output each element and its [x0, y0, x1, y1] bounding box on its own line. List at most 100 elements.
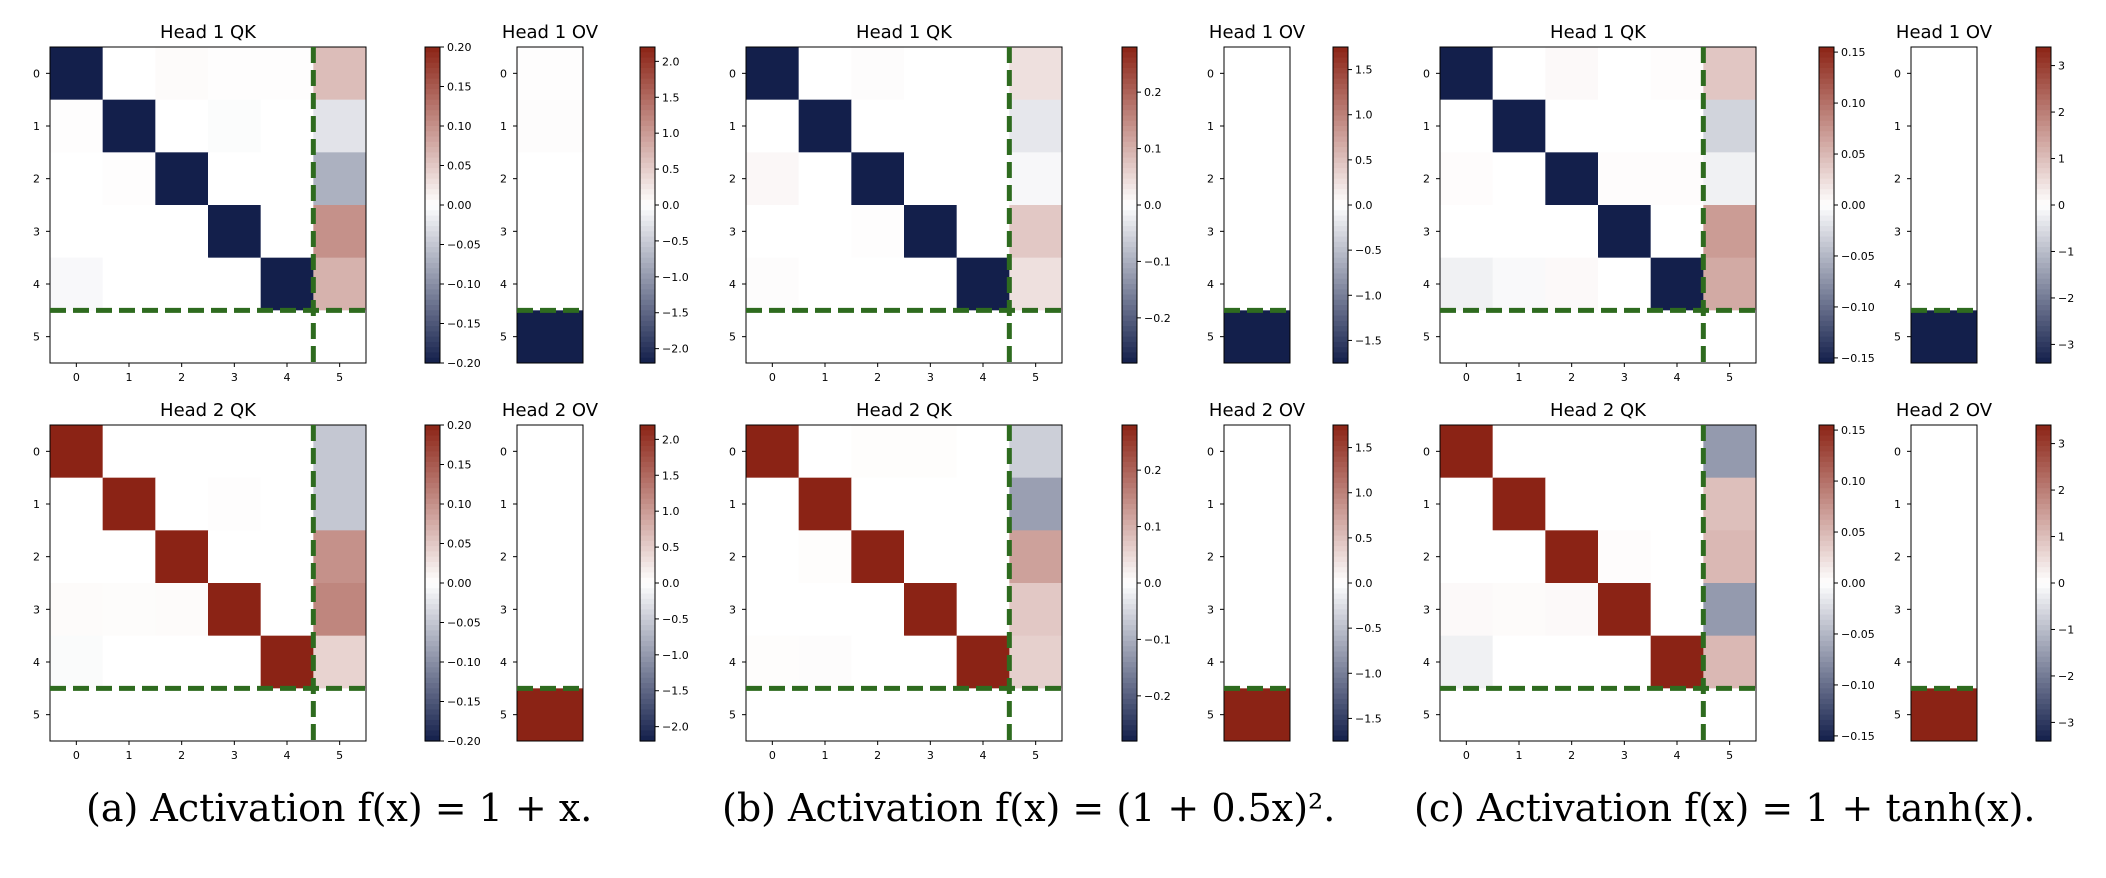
colorbar-segment: [1333, 509, 1348, 516]
heatmap-cell: [155, 635, 209, 689]
heatmap-cell: [904, 99, 958, 153]
colorbar-segment: [1333, 284, 1348, 290]
colorbar-segment: [1819, 698, 1834, 705]
colorbar-segment: [2036, 719, 2051, 726]
colorbar-segment: [640, 440, 655, 447]
colorbar-segment: [640, 614, 655, 621]
colorbar-segment: [1122, 672, 1137, 679]
colorbar-segment: [1333, 252, 1348, 259]
colorbar-segment: [425, 440, 440, 447]
colorbar-segment: [1122, 47, 1137, 53]
colorbar-segment: [1122, 247, 1137, 253]
colorbar-segment: [640, 540, 655, 547]
colorbar-segment: [425, 514, 440, 521]
colorbar-segment: [425, 178, 440, 185]
colorbar-segment: [1819, 482, 1834, 489]
x-tick-label: 3: [1621, 371, 1628, 384]
colorbar-segment: [1333, 257, 1348, 264]
colorbar-segment: [640, 262, 655, 269]
colorbar-segment: [2036, 78, 2051, 85]
heatmap-cell: [1224, 257, 1291, 311]
heatmap-cell: [1492, 583, 1546, 637]
colorbar-segment: [640, 577, 655, 584]
colorbar-segment: [2036, 577, 2051, 584]
heatmap-cell: [50, 425, 104, 479]
heatmap-cell: [1911, 310, 1978, 364]
heatmap-cell: [155, 425, 209, 479]
colorbar-segment: [1333, 226, 1348, 232]
colorbar-tick-label: 0.2: [1144, 86, 1162, 99]
colorbar-segment: [1333, 210, 1348, 217]
colorbar-segment: [425, 488, 440, 495]
colorbar-segment: [2036, 493, 2051, 500]
colorbar-tick-label: 0.10: [1841, 475, 1866, 488]
colorbar-segment: [1819, 493, 1834, 500]
colorbar-segment: [2036, 284, 2051, 290]
heatmap-cell: [50, 477, 104, 531]
colorbar-segment: [2036, 268, 2051, 275]
colorbar-segment: [425, 52, 440, 59]
heatmap-cell: [1009, 477, 1063, 531]
colorbar-segment: [2036, 514, 2051, 521]
colorbar-segment: [1122, 305, 1137, 311]
colorbar-tick-label: −1.0: [662, 649, 689, 662]
colorbar-segment: [425, 519, 440, 526]
colorbar-segment: [1122, 336, 1137, 343]
colorbar-segment: [1122, 294, 1137, 301]
heatmap-cell: [956, 152, 1010, 206]
y-tick-label: 1: [1423, 120, 1430, 133]
colorbar-segment: [2036, 115, 2051, 122]
colorbar-segment: [2036, 430, 2051, 437]
colorbar-segment: [1333, 326, 1348, 332]
heatmap-cell: [313, 310, 367, 364]
colorbar-tick-label: −0.2: [1144, 690, 1171, 703]
colorbar-segment: [425, 289, 440, 296]
colorbar-segment: [2036, 205, 2051, 211]
colorbar-tick-label: 2.0: [662, 433, 680, 446]
colorbar-segment: [1122, 535, 1137, 542]
heatmap-cell: [1703, 99, 1757, 153]
heatmap-cell: [746, 205, 800, 259]
heatmap-cell: [1911, 688, 1978, 742]
y-tick-label: 2: [500, 551, 507, 564]
colorbar-tick-label: 0.2: [1144, 464, 1162, 477]
colorbar-segment: [640, 530, 655, 537]
colorbar-segment: [1333, 535, 1348, 542]
colorbar-segment: [640, 625, 655, 631]
colorbar-segment: [1333, 551, 1348, 558]
colorbar-segment: [425, 477, 440, 484]
colorbar-segment: [640, 336, 655, 343]
colorbar-segment: [1122, 604, 1137, 610]
colorbar-segment: [1819, 446, 1834, 452]
colorbar-segment: [640, 493, 655, 500]
y-tick-label: 2: [1423, 551, 1430, 564]
colorbar-segment: [1819, 456, 1834, 463]
colorbar-tick-label: 2: [2058, 106, 2065, 119]
colorbar-segment: [1819, 467, 1834, 473]
colorbar-segment: [640, 714, 655, 721]
colorbar-segment: [640, 504, 655, 510]
colorbar-tick-label: −0.15: [447, 696, 481, 709]
heatmap-cell: [1009, 152, 1063, 206]
colorbar-segment: [1122, 78, 1137, 85]
colorbar-segment: [1333, 688, 1348, 695]
heatmap-cell: [1598, 477, 1652, 531]
colorbar-segment: [2036, 89, 2051, 95]
colorbar-segment: [1122, 289, 1137, 296]
heatmap-cell: [746, 635, 800, 689]
heatmap-cell: [313, 425, 367, 479]
colorbar-segment: [1122, 498, 1137, 505]
colorbar-tick-label: −1.5: [1355, 712, 1382, 725]
colorbar-segment: [425, 461, 440, 468]
colorbar-segment: [1819, 667, 1834, 674]
heatmap-cell: [956, 99, 1010, 153]
heatmap-cell: [1598, 583, 1652, 637]
heatmap-cell: [1440, 425, 1494, 479]
colorbar-segment: [1819, 199, 1834, 206]
colorbar-segment: [640, 709, 655, 716]
colorbar-segment: [1333, 619, 1348, 626]
colorbar-tick-label: −1.0: [1355, 667, 1382, 680]
colorbar-segment: [640, 241, 655, 248]
colorbar-segment: [640, 110, 655, 117]
colorbar-tick-label: −0.10: [447, 656, 481, 669]
